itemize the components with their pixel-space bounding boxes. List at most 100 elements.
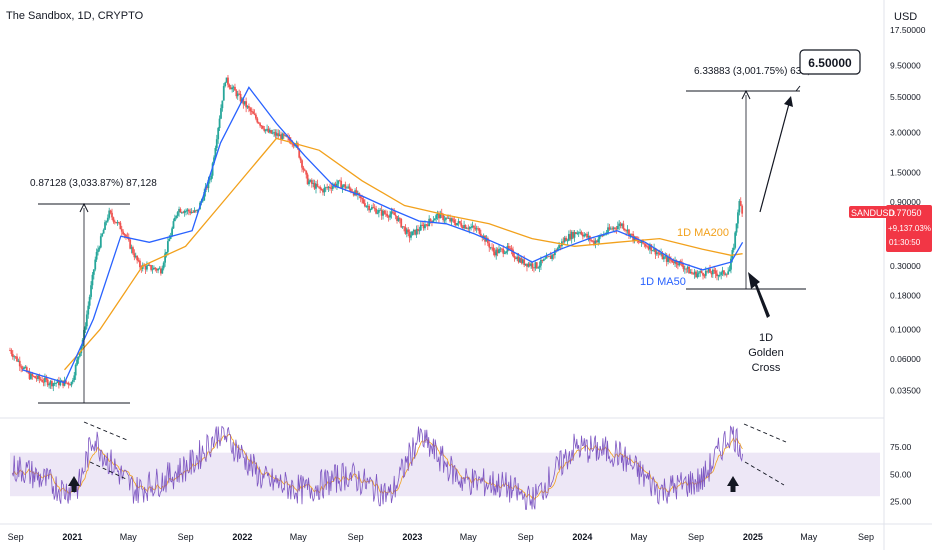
target-connector (795, 85, 801, 92)
rsi-tick-label: 50.00 (890, 469, 912, 479)
candle-body (37, 375, 39, 379)
candle-body (338, 180, 341, 182)
candle-body (136, 255, 139, 261)
candle-body (713, 269, 716, 271)
candle-body (10, 350, 13, 354)
candle-body (419, 224, 422, 231)
candle-body (616, 226, 619, 230)
candle-body (577, 232, 580, 234)
candle-body (415, 228, 418, 235)
candle-body (576, 232, 579, 234)
candle-body (67, 382, 70, 385)
candle-body (85, 314, 88, 327)
candle-body (443, 219, 446, 221)
candle-body (586, 233, 588, 238)
candle-body (411, 231, 414, 236)
price-tick-label: 3.00000 (890, 127, 921, 137)
candle-body (337, 180, 340, 184)
candle-body (611, 228, 614, 230)
candle-body (630, 233, 633, 235)
candle-body (343, 184, 345, 186)
candle-body (675, 260, 678, 265)
candle-body (516, 256, 519, 260)
rally-2-label: 6.33883 (3,001.75%) 633,883 (694, 66, 827, 77)
candle-body (696, 273, 699, 278)
candle-body (361, 197, 363, 200)
candle-body (535, 262, 538, 269)
candle-body (255, 114, 257, 119)
candle-body (391, 211, 394, 213)
candle-body (194, 210, 197, 212)
candle-body (608, 227, 611, 230)
candle-body (512, 249, 514, 256)
candle-body (162, 262, 165, 269)
candle-body (41, 379, 44, 382)
candle-body (299, 157, 302, 161)
candle-body (322, 190, 324, 193)
candle-body (358, 192, 361, 195)
candle-body (98, 247, 101, 250)
candle-body (711, 269, 714, 275)
candle-body (457, 221, 460, 224)
candle-body (464, 225, 467, 229)
candle-body (499, 248, 502, 250)
candle-body (380, 209, 383, 216)
candle-body (94, 259, 97, 270)
candle-body (122, 231, 125, 235)
candle-body (115, 222, 118, 224)
candle-body (470, 227, 472, 228)
candle-body (102, 229, 105, 234)
candle-body (284, 135, 287, 137)
candle-body (171, 228, 173, 236)
projection-arrow-line (759, 99, 791, 213)
candle-body (253, 113, 256, 115)
candle-body (672, 262, 675, 264)
candle-body (513, 255, 516, 258)
candle-body (208, 179, 211, 181)
candle-body (474, 227, 477, 230)
time-tick-label: Sep (178, 532, 194, 542)
candle-body (329, 186, 331, 189)
rsi-channel-1-top (83, 421, 128, 441)
candle-body (495, 249, 498, 256)
candle-body (277, 133, 280, 137)
annotation-layer (38, 85, 806, 492)
candle-body (628, 229, 630, 237)
candle-body (49, 381, 52, 385)
candle-body (362, 199, 365, 204)
candle-body (558, 245, 561, 249)
candle-body (625, 230, 628, 232)
candle-body (207, 179, 210, 189)
candle-body (111, 212, 113, 218)
candle-body (597, 239, 600, 243)
candle-body (649, 244, 651, 250)
price-tick-label: 17.50000 (890, 25, 926, 35)
candle-body (538, 265, 541, 268)
candle-body (478, 228, 481, 234)
candle-body (439, 212, 442, 219)
candle-body (618, 223, 621, 227)
candle-body (548, 255, 551, 257)
candle-body (479, 233, 482, 236)
candle-body (424, 224, 426, 229)
candle-body (327, 186, 330, 188)
candle-body (45, 377, 48, 380)
candle-body (725, 274, 728, 276)
candle-body (486, 238, 489, 244)
candle-body (492, 247, 495, 252)
candle-body (690, 271, 693, 274)
candle-body (222, 86, 225, 101)
candle-body (256, 118, 259, 123)
candle-body (547, 256, 549, 258)
candle-body (372, 207, 375, 208)
candle-body (109, 210, 112, 213)
candle-body (347, 186, 350, 188)
candle-body (703, 275, 706, 277)
candle-body (493, 251, 496, 256)
candle-body (292, 143, 295, 146)
candle-body (741, 205, 744, 214)
candle-body (78, 353, 81, 357)
candle-body (44, 377, 46, 383)
candle-body (738, 201, 741, 213)
